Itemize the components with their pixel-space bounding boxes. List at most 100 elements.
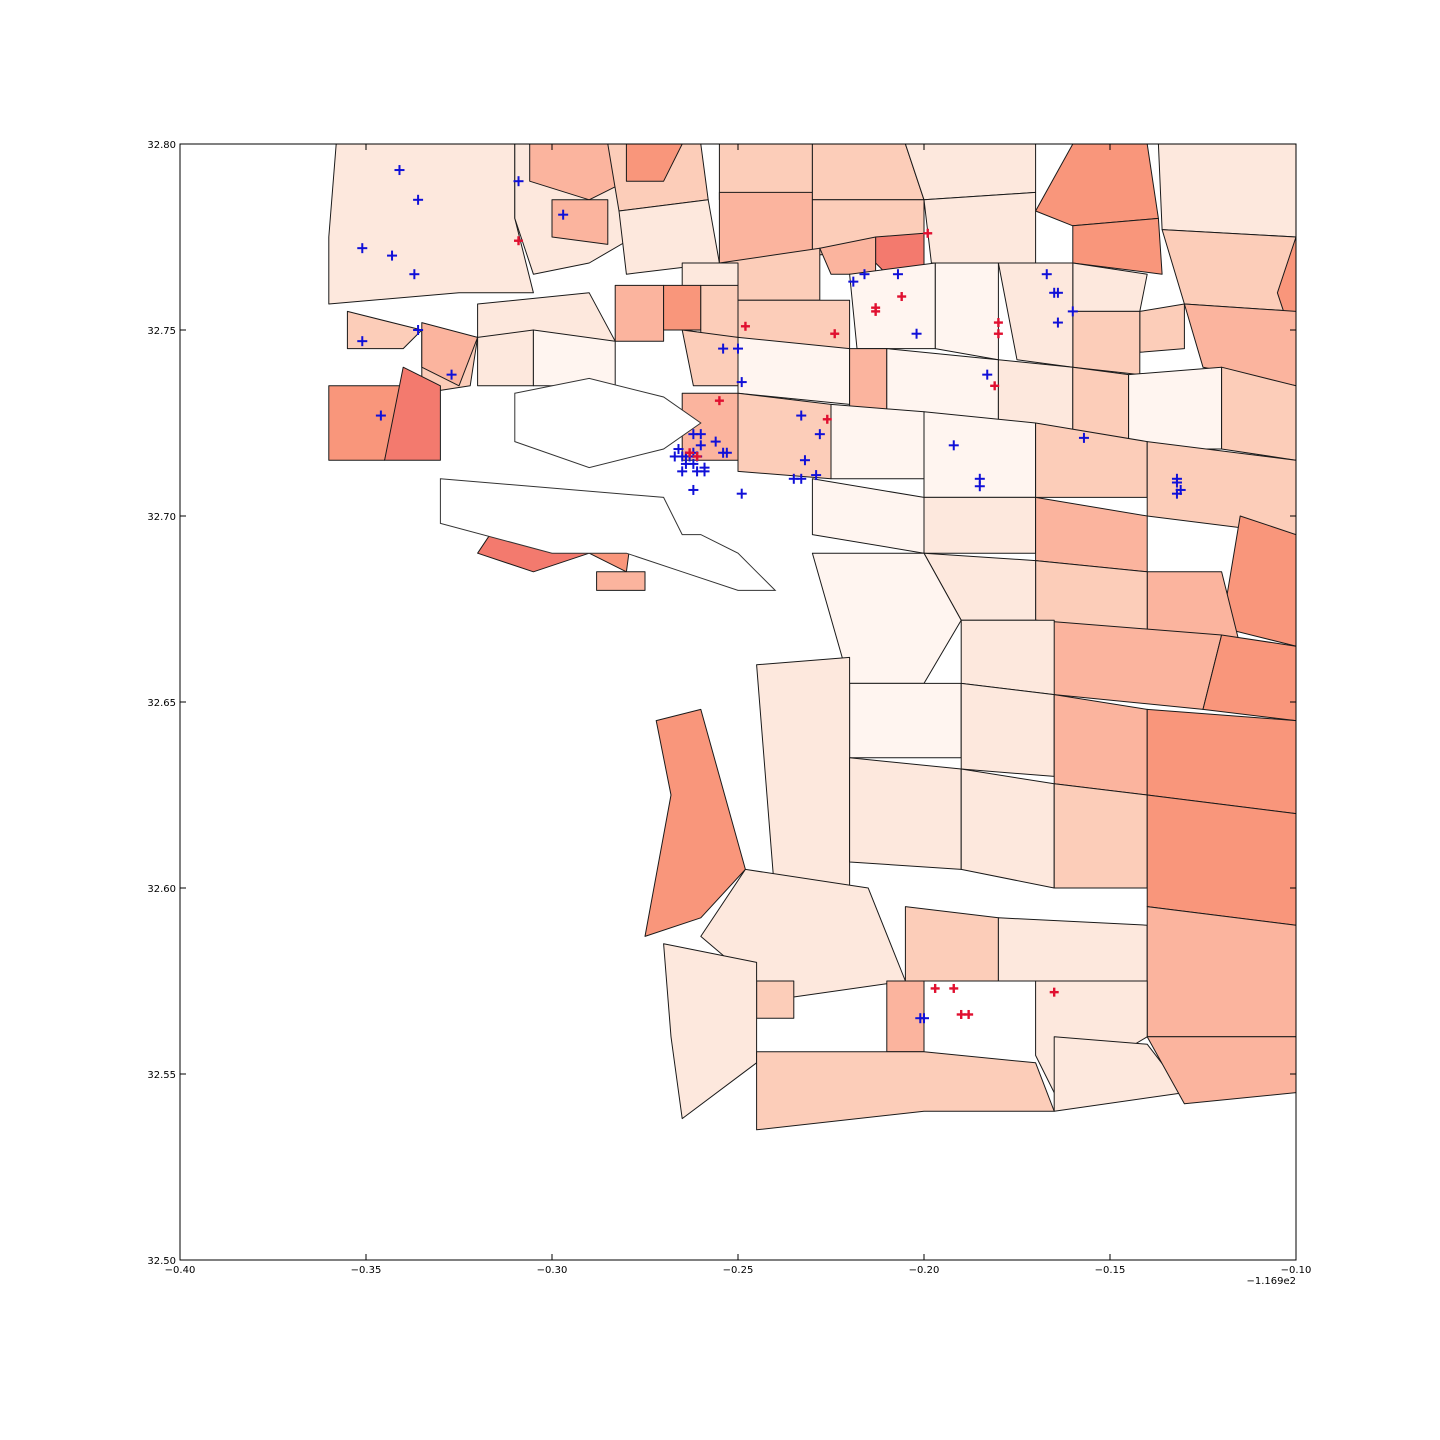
red-marker-17 — [964, 1009, 974, 1019]
x-tick-label-3: −0.25 — [723, 1265, 754, 1276]
region-11 — [904, 144, 1037, 201]
blue-marker-58 — [688, 458, 699, 469]
blue-marker-61 — [919, 1013, 929, 1024]
region-42 — [737, 336, 851, 405]
red-marker-14 — [930, 983, 940, 993]
region-36 — [421, 322, 479, 387]
region-14 — [1157, 144, 1296, 238]
blue-marker-18 — [1041, 269, 1052, 280]
region-69 — [1146, 708, 1296, 815]
blue-marker-3 — [357, 243, 368, 254]
blue-marker-37 — [1175, 484, 1186, 495]
region-48 — [1221, 366, 1296, 461]
red-marker-18 — [1049, 987, 1059, 997]
blue-marker-29 — [796, 473, 807, 484]
blue-marker-11 — [718, 343, 729, 354]
red-marker-6 — [740, 321, 750, 331]
region-12 — [1035, 144, 1159, 227]
blue-marker-21 — [1052, 317, 1063, 328]
region-7 — [718, 144, 813, 201]
blue-marker-0 — [394, 165, 405, 176]
blue-marker-32 — [974, 481, 985, 492]
y-tick-label-2: 32.60 — [147, 884, 176, 895]
point-markers — [357, 165, 1186, 1024]
red-marker-15 — [949, 983, 959, 993]
blue-marker-12 — [733, 343, 743, 354]
red-marker-5 — [830, 329, 840, 339]
region-78 — [997, 917, 1148, 982]
region-80 — [756, 980, 795, 1019]
x-tick-label-5: −0.15 — [1095, 1265, 1126, 1276]
red-marker-7 — [993, 318, 1003, 328]
region-50 — [737, 392, 832, 480]
blue-marker-23 — [982, 369, 993, 380]
blue-marker-26 — [799, 455, 810, 466]
red-marker-2 — [897, 292, 907, 302]
region-31 — [663, 284, 702, 331]
region-79 — [1146, 906, 1296, 1038]
region-34 — [346, 310, 423, 350]
water-1 — [514, 377, 702, 469]
region-30 — [614, 284, 665, 342]
region-58 — [1221, 515, 1296, 647]
blue-marker-47 — [692, 466, 703, 477]
blue-marker-10 — [375, 410, 386, 421]
blue-marker-13 — [736, 377, 747, 388]
blue-marker-57 — [677, 466, 688, 477]
blue-marker-40 — [710, 436, 721, 447]
water-0 — [439, 478, 777, 591]
blue-marker-33 — [1078, 432, 1089, 443]
y-tick-label-3: 32.65 — [147, 698, 176, 709]
region-71 — [849, 757, 962, 870]
region-23 — [1183, 303, 1296, 387]
blue-marker-22 — [1067, 306, 1078, 317]
red-marker-0 — [514, 236, 524, 246]
blue-marker-8 — [357, 336, 368, 347]
blue-marker-16 — [892, 269, 903, 280]
y-tick-label-0: 32.50 — [147, 1256, 176, 1267]
region-66 — [849, 682, 962, 759]
region-47 — [1128, 366, 1223, 450]
blue-marker-43 — [695, 440, 706, 451]
blue-marker-2 — [413, 194, 424, 205]
region-86 — [1146, 1036, 1296, 1105]
region-9 — [811, 144, 925, 201]
region-75 — [644, 708, 746, 937]
blue-marker-15 — [859, 269, 870, 280]
red-marker-1 — [923, 228, 933, 238]
region-72 — [960, 768, 1055, 889]
blue-marker-5 — [409, 269, 420, 280]
region-67 — [960, 682, 1055, 777]
region-68 — [1053, 694, 1148, 796]
region-2 — [529, 144, 627, 201]
red-marker-12 — [685, 448, 695, 458]
red-marker-9 — [990, 381, 1000, 391]
blue-marker-48 — [688, 484, 699, 495]
x-tick-label-0: −0.40 — [165, 1265, 196, 1276]
y-tick-label-5: 32.75 — [147, 326, 176, 337]
region-13 — [1072, 217, 1163, 275]
blue-marker-4 — [387, 250, 398, 261]
blue-marker-49 — [736, 488, 747, 499]
red-marker-8 — [993, 329, 1003, 339]
blue-marker-1 — [513, 176, 524, 187]
x-tick-label-2: −0.30 — [537, 1265, 568, 1276]
region-73 — [1053, 783, 1148, 889]
region-15 — [1161, 229, 1296, 312]
region-77 — [904, 906, 999, 982]
blue-marker-27 — [811, 470, 822, 481]
region-5 — [625, 144, 683, 182]
region-38 — [384, 366, 441, 461]
red-marker-10 — [714, 396, 724, 406]
blue-marker-7 — [413, 325, 424, 335]
blue-marker-14 — [848, 276, 859, 287]
region-polygons — [328, 144, 1296, 1131]
region-39 — [477, 329, 534, 387]
region-74 — [1146, 794, 1296, 926]
region-64 — [1202, 634, 1296, 722]
blue-marker-35 — [1171, 477, 1182, 488]
blue-marker-6 — [558, 209, 569, 220]
region-81 — [886, 980, 925, 1053]
x-axis-offset-label: −1.169e2 — [1246, 1276, 1296, 1287]
region-3 — [551, 199, 609, 245]
